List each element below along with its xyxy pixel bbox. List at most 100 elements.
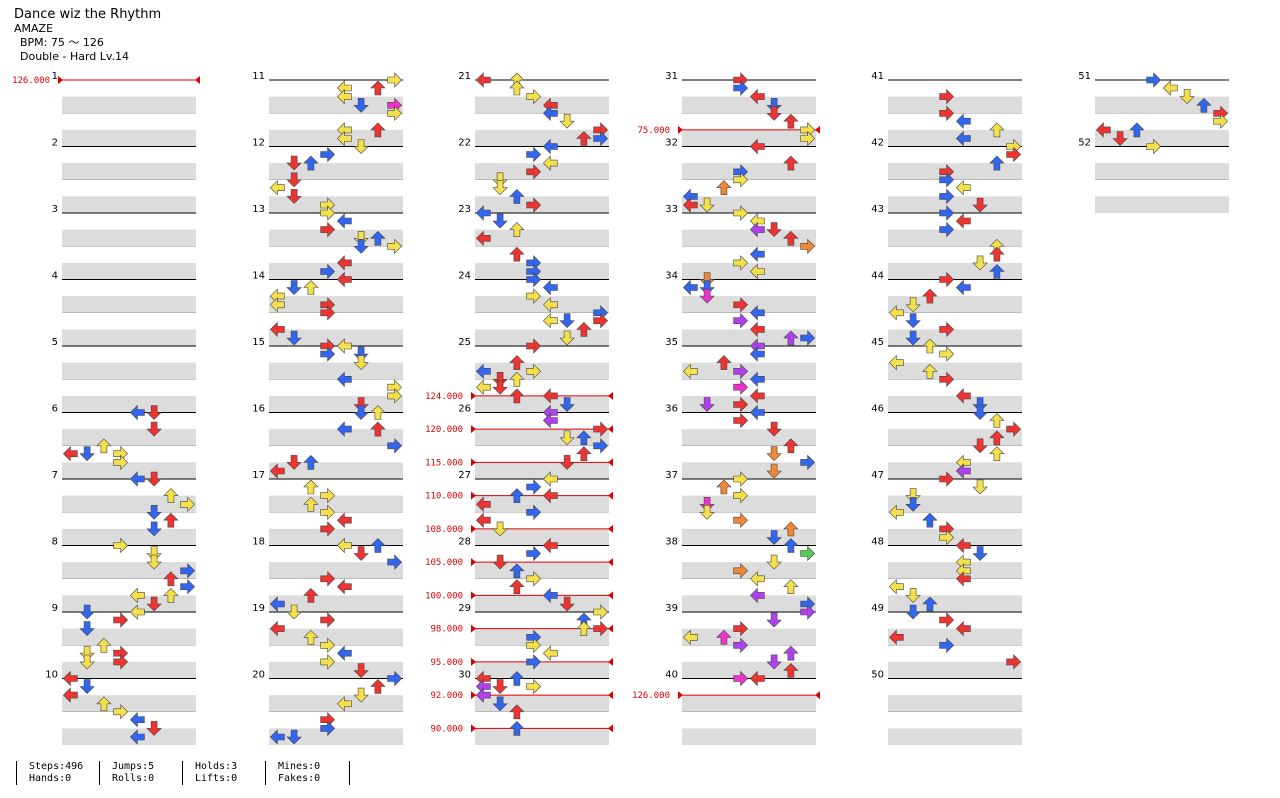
beat-band: [269, 296, 403, 313]
arrow-down-note: [492, 679, 508, 694]
arrow-up-note: [303, 587, 319, 603]
arrow-left-note: [336, 512, 352, 528]
arrow-up-note: [370, 405, 386, 420]
beat-band: [475, 163, 609, 180]
beat-band: [269, 362, 403, 380]
arrow-up-note: [370, 122, 386, 138]
arrow-down-note: [766, 222, 782, 238]
beat-band: [888, 562, 1022, 579]
measure-number: 23: [458, 204, 471, 215]
bpm-marker-left: [471, 458, 476, 467]
arrow-right-note: [526, 338, 542, 354]
measure-number: 7: [52, 470, 58, 481]
beat-band: [475, 695, 609, 712]
arrow-left-note: [749, 221, 765, 238]
arrow-right-note: [733, 297, 749, 313]
arrow-up-note: [922, 363, 938, 379]
measure-number: 29: [458, 603, 471, 614]
beat-band: [682, 196, 816, 213]
beat-band: [475, 429, 609, 446]
arrow-down-note: [146, 596, 162, 612]
bpm-marker-left: [471, 691, 476, 700]
beat-band: [62, 628, 196, 646]
arrow-left-note: [62, 445, 78, 462]
arrow-left-note: [336, 537, 352, 554]
arrow-up-note: [509, 488, 525, 503]
arrow-up-note: [716, 355, 732, 370]
arrow-up-note: [509, 704, 525, 720]
stat-group-steps: Steps:496 Hands:0: [16, 761, 83, 785]
arrow-right-note: [1006, 146, 1022, 163]
bpm-marker-left: [471, 624, 476, 633]
arrow-up-note: [509, 563, 525, 579]
arrow-left-note: [475, 687, 491, 703]
bpm-marker-right: [608, 624, 613, 633]
measure-number: 25: [458, 337, 471, 348]
arrow-down-note: [699, 272, 715, 287]
arrow-down-note: [905, 588, 921, 603]
arrow-left-note: [749, 587, 765, 604]
arrow-left-note: [542, 155, 558, 171]
arrow-left-note: [336, 696, 352, 712]
arrow-up-note: [509, 720, 525, 736]
arrow-down-note: [972, 197, 988, 213]
arrow-right-note: [733, 487, 749, 504]
arrow-down-note: [353, 231, 369, 246]
arrow-right-note: [733, 563, 749, 579]
holds-count: Holds:3: [195, 761, 238, 772]
arrow-down-note: [286, 330, 302, 346]
arrow-right-note: [526, 637, 542, 654]
arrow-down-note: [972, 397, 988, 412]
beat-band: [269, 395, 403, 413]
measure-number: 52: [1078, 138, 1091, 149]
arrow-up-note: [576, 131, 592, 146]
arrow-up-note: [576, 621, 592, 636]
bpm-label: 110.000: [425, 492, 463, 502]
arrow-down-note: [146, 504, 162, 520]
arrow-down-note: [699, 280, 715, 295]
measure-number: 34: [665, 271, 678, 282]
measure-number: 36: [665, 404, 678, 415]
arrow-right-note: [320, 146, 336, 163]
arrow-right-note: [733, 312, 749, 329]
bpm-label: 75.000: [637, 126, 670, 136]
measure-number: 27: [458, 470, 471, 481]
arrow-left-note: [542, 105, 558, 122]
arrow-right-note: [733, 620, 749, 637]
arrow-up-note: [1196, 97, 1212, 113]
arrow-up-note: [989, 264, 1005, 279]
arrow-up-note: [163, 488, 179, 503]
beat-band: [269, 495, 403, 513]
arrow-left-note: [682, 197, 698, 213]
arrow-right-note: [526, 88, 542, 105]
arrow-left-note: [475, 363, 491, 380]
arrow-down-note: [353, 546, 369, 561]
arrow-down-note: [905, 496, 921, 512]
arrow-up-note: [576, 430, 592, 446]
arrow-left-note: [269, 297, 285, 313]
arrow-left-note: [682, 629, 698, 646]
arrow-up-note: [783, 645, 799, 661]
arrow-left-note: [749, 246, 765, 262]
arrow-up-note: [509, 671, 525, 686]
beat-band: [682, 728, 816, 745]
bpm-marker-right: [608, 458, 613, 467]
arrow-up-note: [370, 80, 386, 96]
arrow-down-note: [905, 330, 921, 346]
arrow-left-note: [475, 205, 491, 221]
arrow-up-note: [370, 421, 386, 437]
arrow-down-note: [353, 663, 369, 678]
arrow-right-note: [939, 271, 955, 288]
beat-band: [62, 229, 196, 247]
arrow-right-note: [526, 654, 542, 670]
arrow-right-note: [939, 321, 955, 338]
measure-number: 45: [871, 337, 884, 348]
bpm-marker-right: [608, 425, 613, 434]
arrow-down-note: [79, 604, 95, 620]
arrow-left-note: [749, 404, 765, 421]
bpm-marker-right: [608, 391, 613, 400]
arrow-left-note: [542, 412, 558, 429]
beat-band: [888, 595, 1022, 612]
arrow-left-note: [269, 729, 285, 745]
measure-number: 17: [252, 470, 265, 481]
